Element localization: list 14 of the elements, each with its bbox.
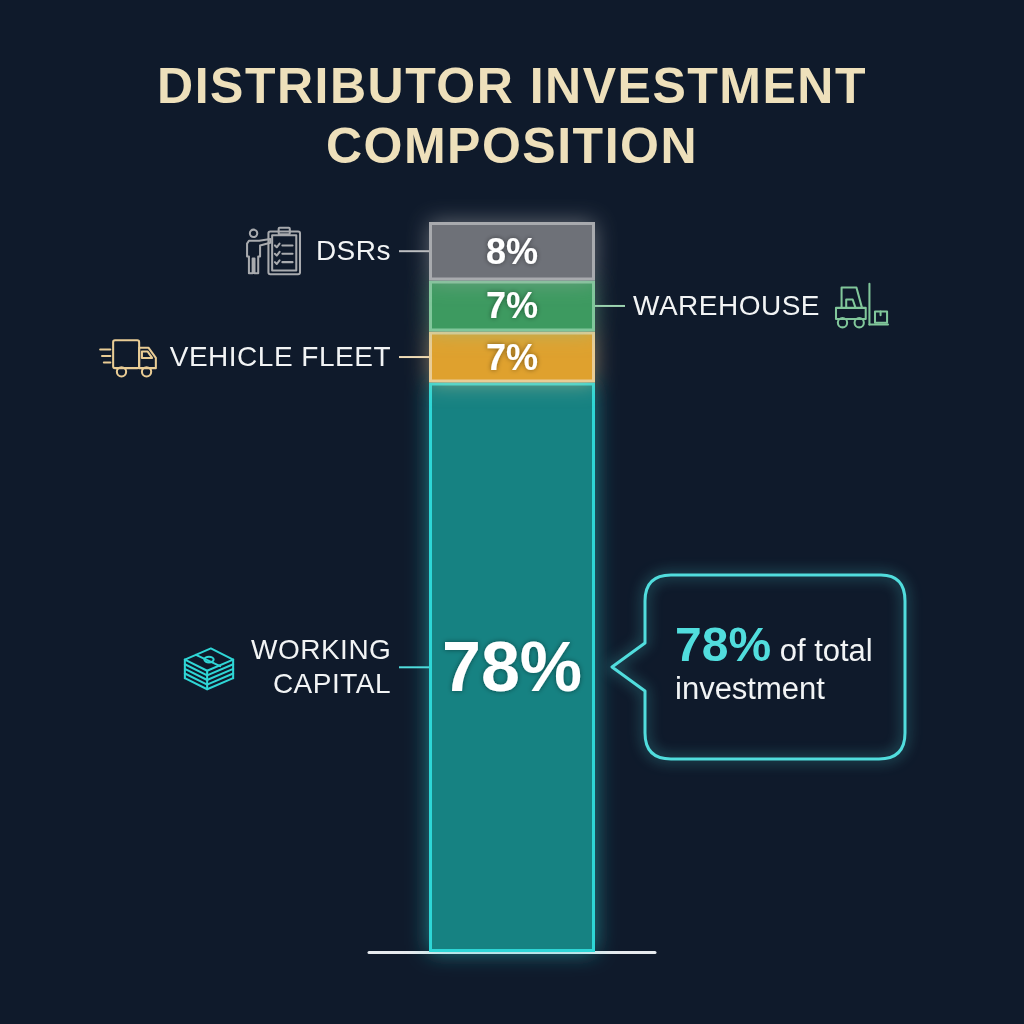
text: 78% of total investment (675, 618, 874, 709)
chart-title: DISTRIBUTOR INVESTMENT COMPOSITION (156, 57, 868, 176)
legend-label: VEHICLE FLEET (169, 340, 391, 375)
legend-label: WORKING CAPITAL (251, 633, 392, 702)
data-label: 7% (485, 336, 539, 378)
bar (429, 382, 595, 952)
series-label: WAREHOUSE (633, 288, 821, 323)
legend-label: DSRs (315, 234, 391, 269)
bar (429, 280, 595, 332)
data-label: 7% (485, 285, 539, 327)
data-label: 8% (485, 230, 539, 272)
data-label: 78% (441, 628, 583, 707)
bar (429, 222, 595, 281)
bar (429, 331, 595, 383)
